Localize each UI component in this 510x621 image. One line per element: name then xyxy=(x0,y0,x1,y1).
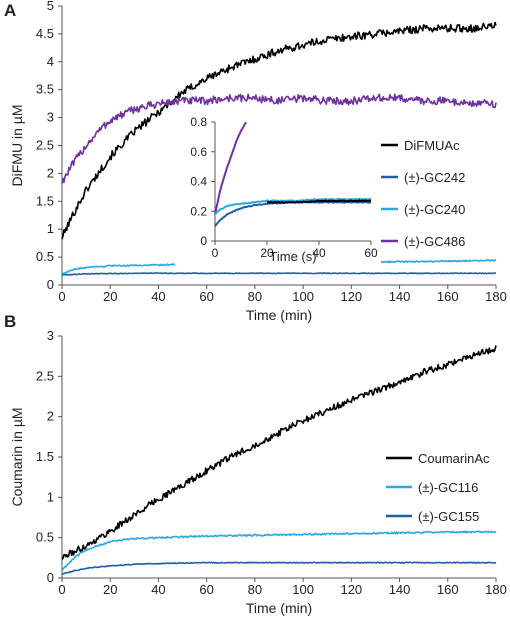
panel-a-chart: A0 20 40 60 80 100 120 140 160 18000.511.522.533.… xyxy=(4,0,507,323)
panel-b-chart: B 0 20 40 60 80 100 120 140 160 180 0 0.5 1 1.5 2 2.5 3 Ti… xyxy=(4,312,507,616)
series-line-gc486-inset xyxy=(214,121,248,215)
series-line-coumarinac xyxy=(61,345,497,560)
x-tick-label: 140 xyxy=(389,582,411,597)
x-tick-label-inset: 60 xyxy=(364,246,378,260)
x-tick-label: 120 xyxy=(340,289,362,304)
y-tick-label: 0.5 xyxy=(36,249,54,264)
inset-x-axis-title: Time (s) xyxy=(269,249,316,264)
y-tick-label: 4 xyxy=(47,54,54,69)
x-tick-label: 100 xyxy=(292,582,314,597)
y-tick-label-inset: 0.4 xyxy=(190,175,207,189)
y-tick-label: 2 xyxy=(47,165,54,180)
series-line-gc242 xyxy=(61,272,497,276)
y-tick-label-inset: 0.6 xyxy=(190,145,207,159)
x-tick-label: 20 xyxy=(103,582,117,597)
x-tick-label: 160 xyxy=(437,289,459,304)
x-tick-label: 180 xyxy=(485,582,507,597)
y-tick-label: 1 xyxy=(47,489,54,504)
y-tick-label: 4.5 xyxy=(36,26,54,41)
x-tick-label: 80 xyxy=(248,289,262,304)
x-tick-label: 60 xyxy=(199,582,213,597)
y-tick-label: 2.5 xyxy=(36,368,54,383)
series-line-difmuac-inset xyxy=(266,199,372,204)
legend-label-gc242: (±)-GC242 xyxy=(404,170,465,185)
x-axis-title: Time (min) xyxy=(246,307,312,323)
y-tick-label: 1.5 xyxy=(36,449,54,464)
y-tick-label-inset: 0.8 xyxy=(190,115,207,129)
legend-label-gc116: (±)-GC116 xyxy=(418,480,478,495)
y-tick-label-inset: 0.2 xyxy=(190,204,207,218)
y-tick-label: 5 xyxy=(47,0,54,13)
x-tick-label: 60 xyxy=(199,289,213,304)
y-axis-title: Coumarin in µM xyxy=(9,407,25,506)
y-tick-label: 2.5 xyxy=(36,138,54,153)
legend-label-difmuac: DiFMUAc xyxy=(404,138,460,153)
y-tick-label: 0 xyxy=(47,277,54,292)
y-tick-label: 2 xyxy=(47,409,54,424)
series-line-gc486 xyxy=(61,93,497,184)
x-tick-label: 0 xyxy=(58,582,65,597)
x-tick-label: 140 xyxy=(389,289,411,304)
x-tick-label: 160 xyxy=(437,582,459,597)
x-tick-label: 80 xyxy=(248,582,262,597)
panel-letter: B xyxy=(4,312,16,331)
series-line-gc240-inset xyxy=(214,197,372,216)
series-line-difmuac xyxy=(61,21,497,240)
series-line-gc155 xyxy=(61,561,497,575)
panel-letter: A xyxy=(4,1,16,20)
y-tick-label: 3 xyxy=(47,328,54,343)
x-axis-title: Time (min) xyxy=(246,600,312,616)
y-tick-label: 1.5 xyxy=(36,193,54,208)
y-axis-title: DiFMU in µM xyxy=(9,105,25,187)
x-tick-label: 40 xyxy=(151,289,165,304)
x-tick-label-inset: 40 xyxy=(312,246,326,260)
y-tick-label: 0 xyxy=(47,570,54,585)
x-tick-label: 0 xyxy=(58,289,65,304)
y-tick-label: 0.5 xyxy=(36,530,54,545)
y-tick-label: 3.5 xyxy=(36,82,54,97)
x-tick-label: 20 xyxy=(103,289,117,304)
legend-label-gc240: (±)-GC240 xyxy=(404,202,465,217)
x-tick-label: 100 xyxy=(292,289,314,304)
legend-label-gc486: (±)-GC486 xyxy=(404,234,465,249)
series-line-gc116 xyxy=(61,530,497,571)
legend-label-gc155: (±)-GC155 xyxy=(418,509,479,524)
x-tick-label: 180 xyxy=(485,289,507,304)
y-tick-label: 3 xyxy=(47,110,54,125)
inset-background xyxy=(175,110,381,269)
legend-label-coumarinac: CoumarinAc xyxy=(418,451,490,466)
x-tick-label: 120 xyxy=(340,582,362,597)
y-tick-label: 1 xyxy=(47,221,54,236)
x-tick-label-inset: 0 xyxy=(212,246,219,260)
x-tick-label: 40 xyxy=(151,582,165,597)
inset-chart: 0 20 40 60 0 0.2 0.4 0.6 0.8 Time (s) xyxy=(175,110,381,269)
y-tick-label-inset: 0 xyxy=(200,234,207,248)
x-tick-label-inset: 20 xyxy=(260,246,274,260)
